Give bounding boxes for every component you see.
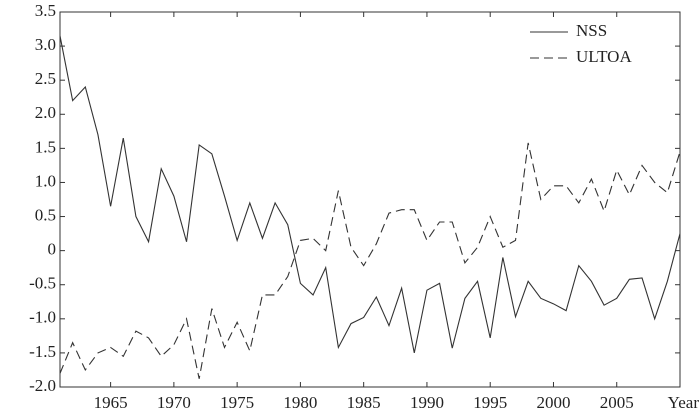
y-tick-label: 1.0	[35, 171, 56, 190]
x-tick-label: 1995	[473, 393, 507, 412]
y-tick-label: 1.5	[35, 137, 56, 156]
x-tick-label: 1975	[220, 393, 254, 412]
y-tick-label: 3.0	[35, 35, 56, 54]
x-tick-label: 1980	[283, 393, 317, 412]
x-tick-label: 1985	[347, 393, 381, 412]
data-line	[59, 35, 681, 354]
legend-label: ULTOA	[576, 47, 632, 66]
y-tick-label: -1.5	[29, 342, 56, 361]
y-tick-label: 2.0	[35, 103, 56, 122]
legend-label: NSS	[576, 21, 607, 40]
y-tick-label: 0.5	[35, 205, 56, 224]
x-tick-label: 2005	[600, 393, 634, 412]
y-tick-label: -2.0	[29, 376, 56, 395]
x-tick-label: 2000	[536, 393, 570, 412]
y-tick-label: 2.5	[35, 69, 56, 88]
y-tick-label: -1.0	[29, 308, 56, 327]
y-tick-label: 0	[48, 240, 57, 259]
x-tick-label: 1970	[157, 393, 191, 412]
plot-frame	[59, 11, 681, 388]
x-tick-label: 1965	[94, 393, 128, 412]
y-tick-label: -0.5	[29, 274, 56, 293]
x-tick-label: 1990	[410, 393, 444, 412]
x-axis-label: Year	[668, 393, 700, 412]
data-line	[59, 142, 681, 379]
y-tick-label: 3.5	[35, 1, 56, 20]
